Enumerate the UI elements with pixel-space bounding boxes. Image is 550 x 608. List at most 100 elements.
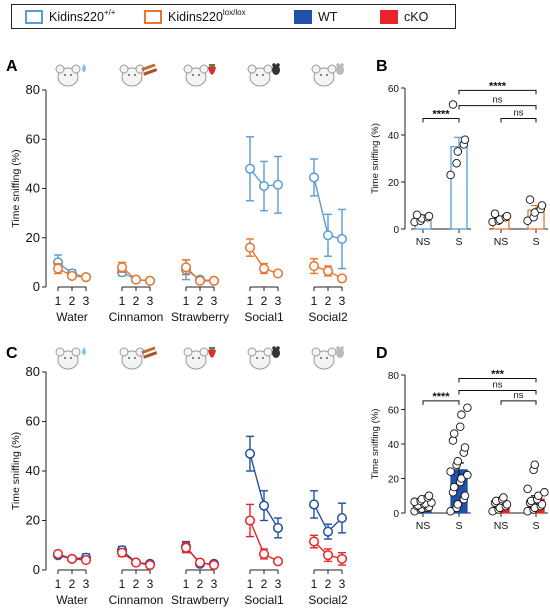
data-point <box>258 180 270 192</box>
mouse-icon-eye <box>256 357 258 359</box>
mouse-icon-eye <box>134 357 136 359</box>
x-tick-label: 2 <box>325 577 332 591</box>
y-tick-label: 20 <box>26 513 40 528</box>
group-label: Cinnamon <box>109 310 164 324</box>
stimulus-mouse-ear-icon <box>340 346 344 350</box>
stimulus-mouse-ear-icon <box>272 346 276 350</box>
group-label: Water <box>56 310 88 324</box>
data-point <box>272 522 284 533</box>
data-point <box>448 436 458 445</box>
x-tick-label: 2 <box>133 294 140 308</box>
mouse-icon-body <box>313 350 335 370</box>
data-point <box>453 147 463 156</box>
mouse-icon-ear <box>199 64 209 74</box>
mouse-mouse-light-icon <box>311 63 344 87</box>
panel-label-c: C <box>6 345 18 362</box>
data-point <box>244 448 256 459</box>
y-tick-label: 40 <box>26 181 40 196</box>
significance-label: ns <box>513 108 523 119</box>
data-point <box>463 403 472 413</box>
legend-item-cko: cKO <box>380 9 428 25</box>
x-tick-label: 2 <box>261 577 268 591</box>
mouse-icon-ear <box>55 64 65 74</box>
y-tick-label: 20 <box>26 230 40 245</box>
x-tick-label: NS <box>494 520 509 532</box>
x-tick-label: NS <box>416 236 431 248</box>
mouse-icon-eye <box>128 357 130 359</box>
data-point <box>272 179 284 190</box>
x-tick-label: 3 <box>83 577 90 591</box>
x-tick-label: 1 <box>247 294 254 308</box>
stimulus-mouse-ear-icon <box>340 63 344 67</box>
mouse-icon-body <box>57 350 79 370</box>
data-point <box>308 536 320 547</box>
x-tick-label: 2 <box>69 577 76 591</box>
panel-d: 0 20 40 60 80 Time sniffing (%) NS S NS S **** nsns… <box>370 368 549 532</box>
y-axis-title: Time sniffing (%) <box>370 123 381 194</box>
data-point <box>130 557 142 568</box>
data-point <box>336 553 348 564</box>
data-point <box>244 515 256 526</box>
legend: Kidins220 +/+ Kidins220 lox/lox WT cKO <box>11 4 456 29</box>
significance-bracket <box>458 377 537 383</box>
data-point <box>412 210 422 220</box>
mouse-icon-eye <box>326 74 328 76</box>
mouse-icon-body <box>185 350 207 370</box>
mouse-icon-eye <box>320 74 322 76</box>
mouse-icon-ear <box>71 64 81 74</box>
x-tick-label: 2 <box>325 294 332 308</box>
mouse-icon-ear <box>55 347 65 357</box>
data-point <box>449 482 459 492</box>
cinnamon-stick-icon <box>141 63 156 72</box>
significance-bracket <box>422 118 460 123</box>
mouse-icon-body <box>57 67 79 87</box>
significance-label: **** <box>432 109 450 121</box>
mouse-icon-ear <box>247 64 257 74</box>
data-point <box>272 268 284 279</box>
y-tick-label: 60 <box>388 84 400 95</box>
x-tick-label: 3 <box>147 577 154 591</box>
stimulus-mouse-ear-icon <box>272 63 276 67</box>
mouse-icon-eye <box>320 357 322 359</box>
y-tick-label: 40 <box>26 463 40 478</box>
y-tick-label: 80 <box>388 371 400 382</box>
data-point <box>308 499 320 510</box>
mouse-icon-eye <box>70 74 72 76</box>
data-point <box>80 555 92 566</box>
data-point <box>194 275 206 286</box>
mouse-icon-ear <box>119 64 129 74</box>
data-point <box>460 135 470 144</box>
data-point <box>336 233 348 245</box>
data-point <box>130 274 142 285</box>
data-point <box>322 230 334 241</box>
data-point <box>194 557 206 568</box>
data-point <box>453 457 463 466</box>
x-tick-label: 2 <box>261 294 268 308</box>
x-tick-label: 3 <box>211 294 218 308</box>
strawberry-leaf-icon <box>209 64 215 66</box>
mouse-strawberry-icon <box>183 347 216 370</box>
data-point <box>523 484 532 494</box>
data-point <box>180 262 192 273</box>
mouse-cinnamon-icon <box>119 346 158 370</box>
data-point <box>322 265 334 277</box>
x-tick-label: 1 <box>119 577 126 591</box>
y-tick-label: 0 <box>33 279 40 294</box>
panel-label-a: A <box>6 58 18 75</box>
significance-bracket <box>500 400 537 405</box>
y-tick-label: 0 <box>33 562 40 577</box>
mouse-icon-ear <box>71 347 81 357</box>
strawberry-leaf-icon <box>209 347 215 349</box>
significance-label: ns <box>492 95 502 106</box>
mouse-icon-eye <box>198 74 200 76</box>
x-tick-label: 1 <box>119 294 126 308</box>
panel-label-d: D <box>376 345 388 362</box>
mouse-icon-body <box>185 67 207 87</box>
significance-label: ns <box>492 380 502 391</box>
x-tick-label: 3 <box>275 294 282 308</box>
data-point <box>449 429 459 438</box>
mouse-icon-eye <box>64 74 66 76</box>
legend-swatch <box>380 10 398 24</box>
significance-bracket <box>422 400 460 405</box>
